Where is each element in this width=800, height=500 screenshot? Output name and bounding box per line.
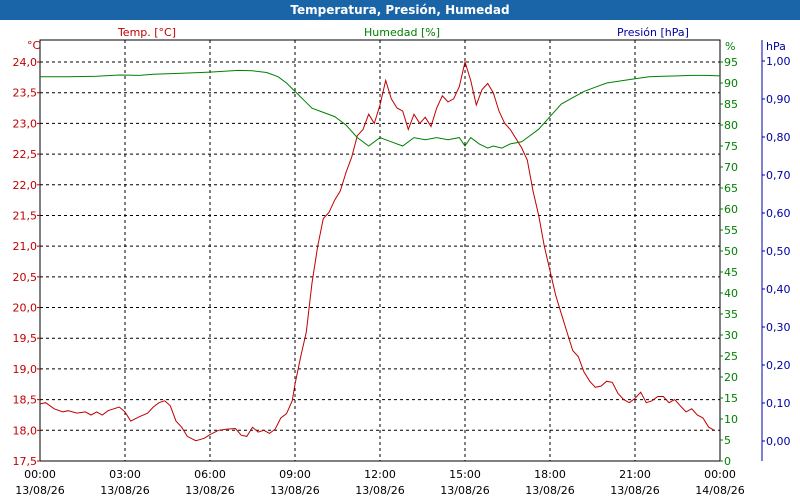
hum-tick-label: 15 <box>724 392 738 405</box>
temp-tick-label: 23,5 <box>13 87 38 100</box>
hum-tick-label: 40 <box>724 287 738 300</box>
hum-tick-label: 85 <box>724 98 738 111</box>
chart-plot: 17,5 18,0 18,5 19,0 19,5 20,0 20,5 21,0 21,5 22,0… <box>13 26 791 497</box>
date-tick-label: 13/08/26 <box>15 484 64 497</box>
date-tick-label: 13/08/26 <box>270 484 319 497</box>
temp-tick-label: 22,0 <box>13 179 38 192</box>
date-tick-label: 13/08/26 <box>185 484 234 497</box>
temp-tick-label: 18,0 <box>13 424 38 437</box>
time-tick-label: 06:00 <box>194 468 226 481</box>
hum-tick-label: 25 <box>724 350 738 363</box>
hum-tick-label: 95 <box>724 56 738 69</box>
time-tick-label: 00:00 <box>704 468 736 481</box>
temperature-series-line <box>39 60 715 442</box>
temp-axis-unit: °C <box>27 39 41 52</box>
date-tick-label: 13/08/26 <box>440 484 489 497</box>
time-tick-label: 18:00 <box>534 468 566 481</box>
chart-title: Temperatura, Presión, Humedad <box>0 0 800 20</box>
temp-tick-label: 21,0 <box>13 240 38 253</box>
pres-axis-unit: hPa <box>766 40 786 53</box>
hum-tick-label: 20 <box>724 371 738 384</box>
pres-tick-label: 0,90 <box>766 93 791 106</box>
time-tick-label: 03:00 <box>109 468 141 481</box>
temp-tick-label: 20,5 <box>13 271 38 284</box>
hum-series-label: Humedad [%] <box>364 26 440 39</box>
hum-tick-label: 50 <box>724 245 738 258</box>
temp-tick-label: 19,0 <box>13 363 38 376</box>
pres-tick-label: 0,40 <box>766 283 791 296</box>
pres-tick-label: 0,10 <box>766 397 791 410</box>
temp-tick-label: 18,5 <box>13 394 38 407</box>
pres-tick-label: 0,30 <box>766 321 791 334</box>
pres-tick-label: 0,70 <box>766 169 791 182</box>
humidity-axis: 0 5 10 15 20 25 30 35 40 45 50 55 60 65 70 75 80 85 90 95 <box>720 56 738 468</box>
temp-series-label: Temp. [°C] <box>117 26 176 39</box>
series-lines <box>39 60 721 442</box>
time-tick-label: 00:00 <box>24 468 56 481</box>
hum-tick-label: 60 <box>724 203 738 216</box>
date-tick-label: 13/08/26 <box>100 484 149 497</box>
hum-tick-label: 45 <box>724 266 738 279</box>
time-tick-label: 15:00 <box>449 468 481 481</box>
humidity-series-line <box>40 69 721 149</box>
temp-tick-label: 22,5 <box>13 148 38 161</box>
pres-tick-label: 0,80 <box>766 131 791 144</box>
temp-tick-label: 19,5 <box>13 332 38 345</box>
time-tick-label: 09:00 <box>279 468 311 481</box>
time-tick-label: 21:00 <box>619 468 651 481</box>
hum-tick-label: 65 <box>724 182 738 195</box>
pres-tick-label: 0,50 <box>766 245 791 258</box>
time-axis: 00:00 13/08/26 03:00 13/08/26 06:00 13/08/26 0… <box>15 468 744 497</box>
pressure-axis: 0,00 0,10 0,20 0,30 0,40 0,50 0,60 0,70 0,80 0,90… <box>762 55 791 448</box>
hum-tick-label: 75 <box>724 140 738 153</box>
temp-tick-label: 20,0 <box>13 302 38 315</box>
date-tick-label: 13/08/26 <box>355 484 404 497</box>
hum-axis-unit: % <box>725 40 735 53</box>
date-tick-label: 14/08/26 <box>695 484 744 497</box>
date-tick-label: 13/08/26 <box>610 484 659 497</box>
temp-tick-label: 24,0 <box>13 56 38 69</box>
hum-tick-label: 55 <box>724 224 738 237</box>
time-tick-label: 12:00 <box>364 468 396 481</box>
hum-tick-label: 90 <box>724 77 738 90</box>
hum-tick-label: 0 <box>724 455 731 468</box>
hum-tick-label: 70 <box>724 161 738 174</box>
hum-tick-label: 80 <box>724 119 738 132</box>
grid-lines <box>40 40 720 461</box>
temp-tick-label: 17,5 <box>13 455 38 468</box>
hum-tick-label: 35 <box>724 308 738 321</box>
pres-tick-label: 0,00 <box>766 435 791 448</box>
temperature-axis: 17,5 18,0 18,5 19,0 19,5 20,0 20,5 21,0 21,5 22,0… <box>13 56 40 468</box>
hum-tick-label: 30 <box>724 329 738 342</box>
hum-tick-label: 10 <box>724 413 738 426</box>
pres-tick-label: 0,60 <box>766 207 791 220</box>
date-tick-label: 13/08/26 <box>525 484 574 497</box>
pres-series-label: Presión [hPa] <box>617 26 689 39</box>
pres-tick-label: 0,20 <box>766 359 791 372</box>
pres-tick-label: 1,00 <box>766 55 791 68</box>
temp-tick-label: 21,5 <box>13 209 38 222</box>
hum-tick-label: 5 <box>724 434 731 447</box>
temp-tick-label: 23,0 <box>13 117 38 130</box>
